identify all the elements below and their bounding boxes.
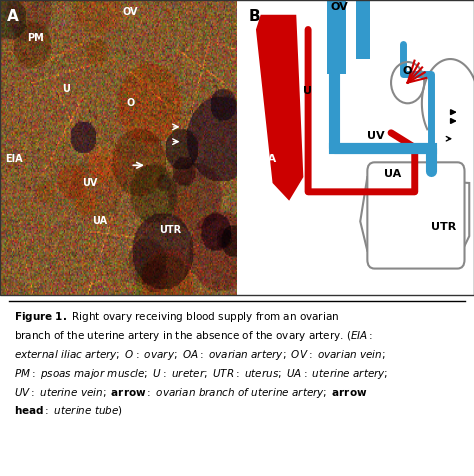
- Polygon shape: [356, 0, 370, 59]
- Polygon shape: [256, 15, 303, 201]
- FancyBboxPatch shape: [367, 162, 465, 268]
- Text: UA: UA: [92, 216, 107, 227]
- Text: UTR: UTR: [431, 222, 456, 232]
- Text: EIA: EIA: [5, 154, 23, 164]
- Polygon shape: [327, 0, 346, 74]
- Text: UV: UV: [82, 178, 98, 188]
- Text: UV: UV: [367, 131, 385, 141]
- Text: OV: OV: [123, 7, 138, 17]
- Text: B: B: [249, 9, 261, 24]
- Text: OV: OV: [330, 2, 348, 12]
- Text: UA: UA: [384, 169, 401, 179]
- Text: A: A: [7, 9, 19, 24]
- Text: O: O: [403, 66, 412, 76]
- Text: UTR: UTR: [160, 225, 182, 235]
- Text: U: U: [303, 87, 312, 97]
- Text: EIA: EIA: [256, 154, 276, 164]
- Text: $\bf{Figure\ 1.}$ Right ovary receiving blood supply from an ovarian
branch of t: $\bf{Figure\ 1.}$ Right ovary receiving …: [14, 309, 389, 417]
- Text: PM: PM: [27, 33, 44, 43]
- Text: U: U: [63, 83, 70, 94]
- Text: O: O: [126, 98, 135, 109]
